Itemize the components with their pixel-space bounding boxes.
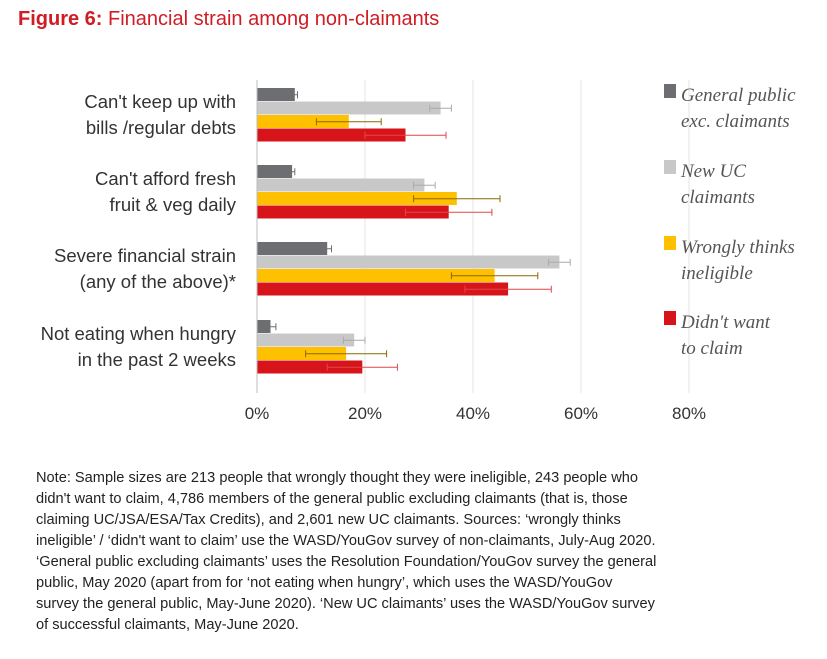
note-line: of successful claimants, May-June 2020. [36,617,299,633]
category-label: Can't afford fresh [95,168,236,189]
figure-title: Figure 6: Financial strain among non-cla… [18,8,439,31]
legend-label: Didn't want [680,312,771,333]
figure-number: Figure 6: [18,8,103,30]
error-bar [464,285,552,293]
category-label: Can't keep up with [84,91,236,112]
bar [257,88,295,101]
category-label: Severe financial strain [54,245,236,266]
note-line: claiming UC/JSA/ESA/Tax Credits), and 2,… [36,512,621,528]
x-tick-label: 80% [672,404,706,423]
note-line: Note: Sample sizes are 213 people that w… [36,470,638,486]
figure-note: Note: Sample sizes are 213 people that w… [36,468,796,636]
error-bar [315,118,382,126]
bar [257,333,355,347]
error-bar [322,245,333,253]
category-label: bills /regular debts [86,117,236,138]
error-bar [364,131,447,139]
legend-label: exc. claimants [681,111,790,132]
error-bar [413,195,501,203]
bar [257,178,425,192]
error-bar [288,168,296,176]
legend-label: General public [681,85,796,106]
error-bar [429,104,452,112]
bar-chart: Can't keep up with bills /regular debts Ca… [41,80,796,423]
error-bar [264,323,277,331]
error-bar [413,181,436,189]
bar [257,320,271,333]
note-line: public, May 2020 (apart from for ‘not ea… [36,575,613,591]
legend-swatch [664,311,676,325]
error-bar [326,363,398,371]
category-label: in the past 2 weeks [78,349,236,370]
legend-label: ineligible [681,263,753,284]
bar [257,360,363,374]
note-line: didn't want to claim, 4,786 members of t… [36,491,628,507]
bar [257,165,293,178]
bar [257,128,406,142]
category-label: fruit & veg daily [110,194,237,215]
legend-label: to claim [681,338,743,359]
bar [257,255,560,269]
x-tick-label: 60% [564,404,598,423]
error-bar [405,208,493,216]
bar [257,192,457,205]
error-bar [291,91,298,99]
note-line: ineligible’ / ‘didn't want to claim’ use… [36,533,656,549]
note-line: survey the general public, May-June 2020… [36,596,655,612]
legend-swatch [664,236,676,250]
error-bar [548,258,571,266]
bar [257,347,347,360]
legend-label: claimants [681,187,755,208]
figure-title-text: Financial strain among non-claimants [108,8,440,30]
bar [257,269,495,282]
legend-label: New UC [680,161,746,182]
error-bar [342,336,366,344]
x-tick-label: 20% [348,404,382,423]
note-line: ‘General public excluding claimants’ use… [36,554,657,570]
legend-swatch [664,160,676,174]
legend-swatch [664,84,676,98]
bar [257,205,449,219]
error-bar [450,272,539,280]
bar [257,282,509,296]
bar [257,242,328,255]
x-tick-label: 40% [456,404,490,423]
x-tick-label: 0% [245,404,270,423]
legend-label: Wrongly thinks [681,237,795,258]
error-bar [305,350,388,358]
bar [257,101,441,115]
category-label: (any of the above)* [80,271,236,292]
bar [257,115,349,128]
category-label: Not eating when hungry [41,323,237,344]
